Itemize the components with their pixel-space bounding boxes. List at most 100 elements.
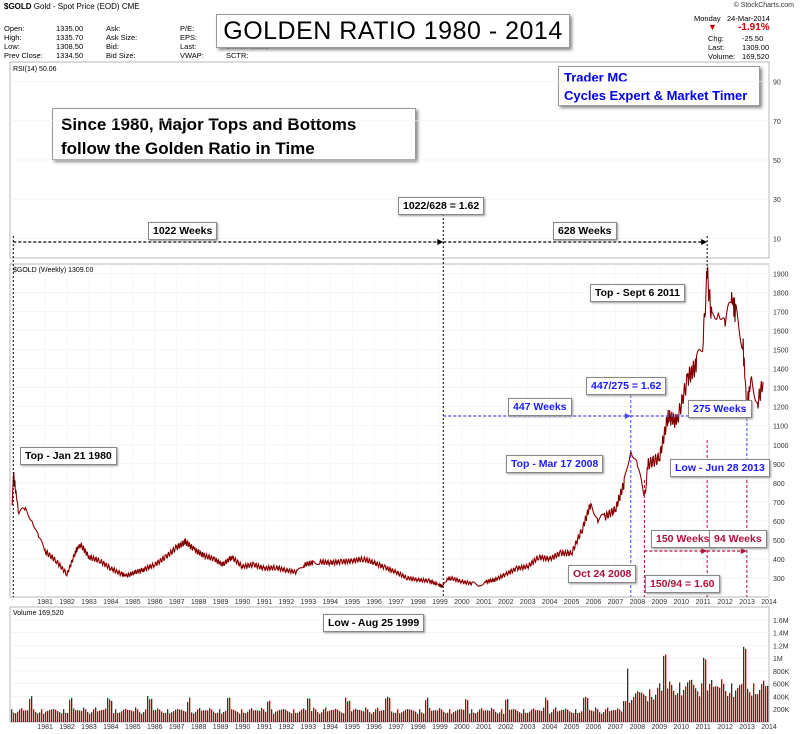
- volume-bar: [105, 708, 107, 722]
- year-tick-label: 1982: [59, 599, 75, 606]
- volume-bar: [129, 709, 131, 722]
- year-tick-label: 1985: [125, 599, 141, 606]
- volume-bar: [303, 708, 305, 722]
- volume-bar: [765, 686, 767, 722]
- volume-bar: [163, 712, 165, 722]
- volume-bar: [13, 712, 15, 722]
- volume-bar: [315, 709, 317, 722]
- volume-bar: [651, 696, 653, 722]
- volume-bar: [437, 710, 439, 722]
- symbol: $GOLD: [4, 2, 32, 11]
- volume-bar: [149, 699, 151, 722]
- volume-bar: [281, 709, 283, 722]
- year-tick-label: 1984: [103, 599, 119, 606]
- volume-bar: [501, 709, 503, 722]
- volume-bar: [393, 712, 395, 722]
- quote-label: Last:: [708, 43, 725, 52]
- volume-bar: [103, 709, 105, 722]
- volume-bar: [751, 695, 753, 722]
- volume-bar: [707, 690, 709, 722]
- volume-bar: [407, 709, 409, 722]
- volume-bar: [235, 710, 237, 722]
- volume-bar: [89, 713, 91, 722]
- volume-bar: [119, 712, 121, 722]
- volume-bar: [109, 699, 111, 722]
- year-tick-label: 1988: [191, 599, 207, 606]
- gold-price-bars: [12, 266, 764, 588]
- volume-bar: [459, 709, 461, 722]
- volume-bar: [167, 709, 169, 722]
- volume-bar: [307, 698, 309, 722]
- year-tick-label: 2010: [673, 599, 689, 606]
- volume-bar: [233, 709, 235, 722]
- quote-field-label: Ask Size:: [106, 33, 138, 42]
- volume-bar: [265, 711, 267, 722]
- price-tick-label: 900: [773, 462, 785, 469]
- volume-bar: [397, 709, 399, 722]
- volume-year-tick-label: 1991: [257, 724, 273, 731]
- volume-bar: [399, 713, 401, 722]
- volume-bar: [689, 680, 691, 722]
- volume-bar: [441, 709, 443, 722]
- volume-bar: [155, 710, 157, 722]
- volume-bar: [97, 711, 99, 722]
- volume-tick-label: 1M: [773, 656, 783, 663]
- quote-field-label: Bid Size:: [106, 51, 136, 60]
- volume-year-tick-label: 1987: [169, 724, 185, 731]
- volume-year-tick-label: 1985: [125, 724, 141, 731]
- trader-line1: Trader MC: [564, 70, 628, 85]
- volume-bar: [341, 712, 343, 722]
- volume-bar: [661, 690, 663, 722]
- volume-bar: [377, 707, 379, 722]
- volume-bar: [565, 708, 567, 722]
- volume-bar: [475, 713, 477, 722]
- volume-bar: [619, 709, 621, 722]
- volume-bar: [513, 709, 515, 722]
- volume-bar: [353, 709, 355, 722]
- year-tick-label: 2007: [608, 599, 624, 606]
- volume-bar: [581, 711, 583, 722]
- volume-bar: [473, 712, 475, 722]
- volume-bar: [65, 712, 67, 722]
- volume-year-tick-label: 2001: [476, 724, 492, 731]
- volume-bar: [451, 713, 453, 722]
- volume-bar: [391, 711, 393, 722]
- volume-bar: [683, 690, 685, 722]
- quote-value: 1309.00: [742, 43, 770, 52]
- volume-bar: [755, 694, 757, 722]
- volume-bar: [533, 708, 535, 722]
- volume-bar: [595, 707, 597, 722]
- volume-bar: [665, 654, 667, 722]
- price-tick-label: 1700: [773, 310, 789, 317]
- volume-bar: [59, 712, 61, 722]
- volume-bar: [193, 713, 195, 722]
- quote-value: -25.50: [742, 34, 764, 43]
- volume-bar: [743, 646, 745, 722]
- volume-bar: [359, 709, 361, 722]
- volume-bar: [643, 694, 645, 722]
- volume-bar: [21, 708, 23, 722]
- volume-bar: [379, 711, 381, 722]
- volume-bar: [15, 713, 17, 722]
- quote-value: 1334.50: [56, 51, 84, 60]
- volume-bar: [209, 708, 211, 722]
- volume-bar: [121, 711, 123, 722]
- quote-label: Prev Close:: [4, 51, 43, 60]
- volume-year-tick-label: 1983: [81, 724, 97, 731]
- trader-line2: Cycles Expert & Market Timer: [564, 88, 748, 103]
- volume-bar: [249, 709, 251, 722]
- ratio-150-label: 150/94 = 1.60: [645, 575, 720, 593]
- volume-bar: [463, 709, 465, 722]
- volume-bar: [131, 710, 133, 722]
- volume-bar: [321, 712, 323, 722]
- volume-bar: [623, 701, 625, 722]
- volume-bar: [587, 698, 589, 722]
- year-tick-label: 1986: [147, 599, 163, 606]
- volume-bar: [17, 711, 19, 722]
- volume-bar: [45, 711, 47, 722]
- volume-year-tick-label: 1988: [191, 724, 207, 731]
- volume-panel-title: Volume 169,520: [13, 610, 64, 617]
- volume-bar: [285, 709, 287, 722]
- volume-bar: [655, 694, 657, 722]
- low-1999-label: Low - Aug 25 1999: [323, 614, 425, 632]
